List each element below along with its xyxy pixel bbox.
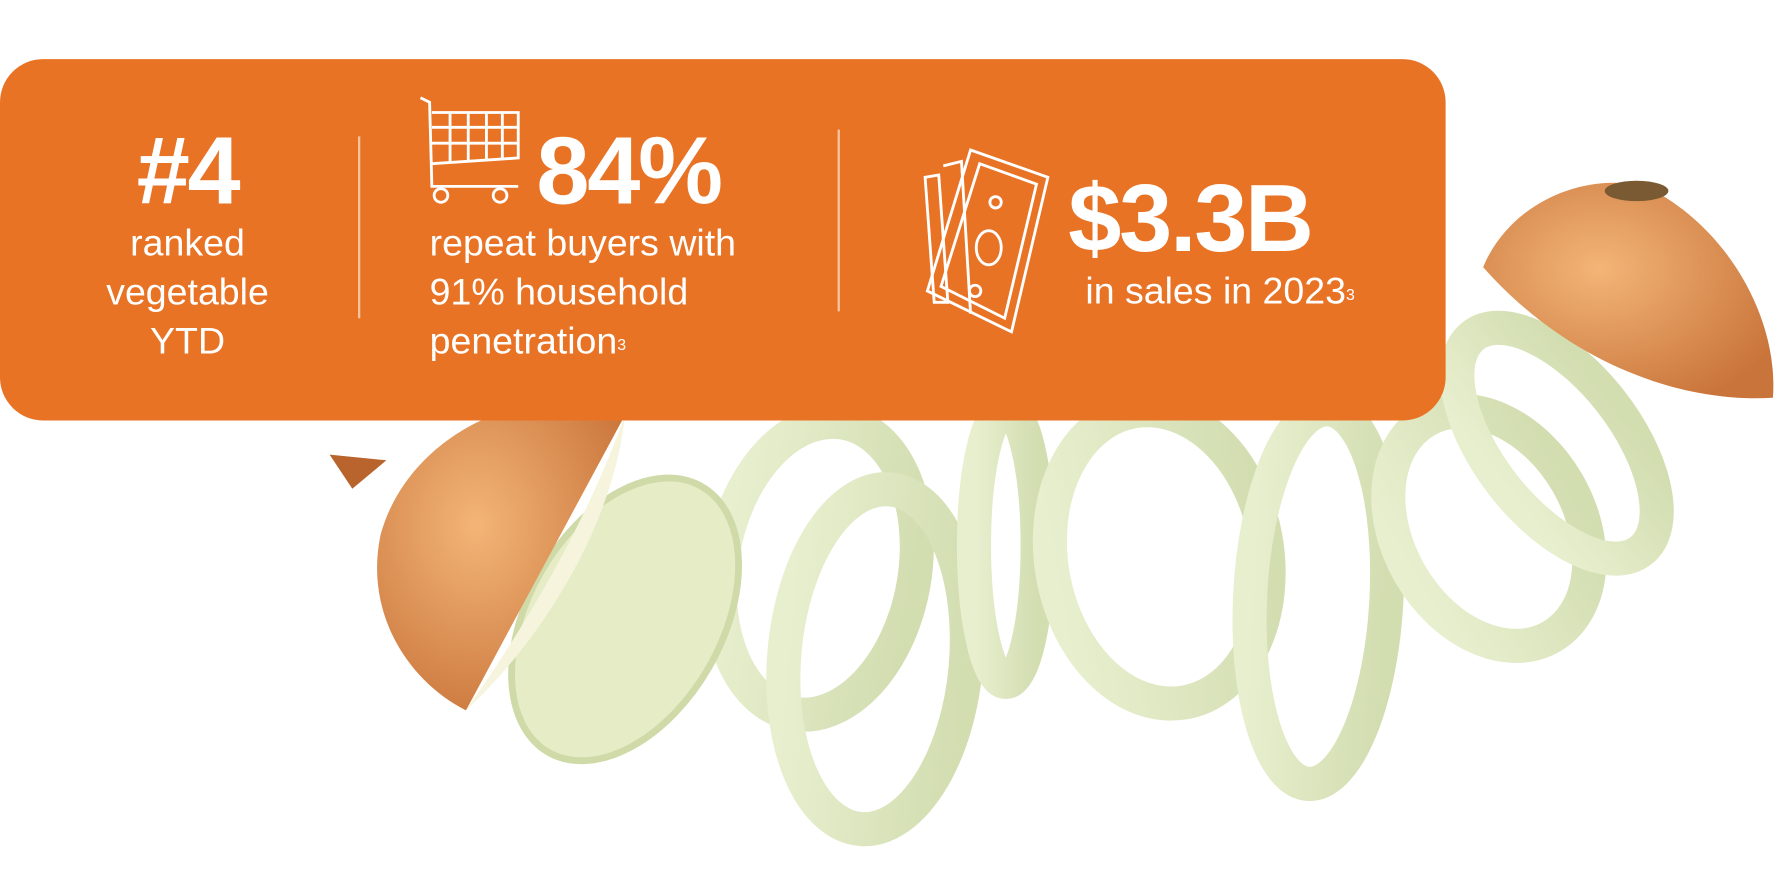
stat-rank: #4 ranked vegetable YTD (68, 123, 307, 365)
stat-value: $3.3B (1068, 164, 1314, 272)
stat-label-line: YTD (150, 319, 226, 362)
stat-label-line: penetration (429, 319, 618, 362)
stats-panel (0, 59, 1446, 421)
money-bills-icon (923, 148, 1050, 334)
stat-label-line: repeat buyers with (429, 221, 737, 264)
onion-half-left (377, 402, 626, 711)
stat-label-line: in sales in 2023 (1085, 269, 1346, 312)
shopping-cart-icon (419, 96, 520, 204)
stat-repeat-buyers: repeat buyers with 91% household penetra… (430, 218, 736, 365)
stat-value: #4 (136, 117, 241, 224)
divider (357, 136, 361, 319)
stat-sales: in sales in 20233 (1085, 266, 1354, 315)
stat-value: 84% (536, 117, 723, 224)
footnote-marker: 3 (1345, 285, 1355, 304)
stat-label-line: 91% household (429, 270, 689, 313)
stat-label-line: vegetable (106, 270, 269, 313)
footnote-marker: 3 (617, 335, 627, 354)
onion-top-right (1483, 182, 1774, 399)
stat-label-line: ranked (130, 221, 245, 264)
divider (837, 129, 840, 312)
